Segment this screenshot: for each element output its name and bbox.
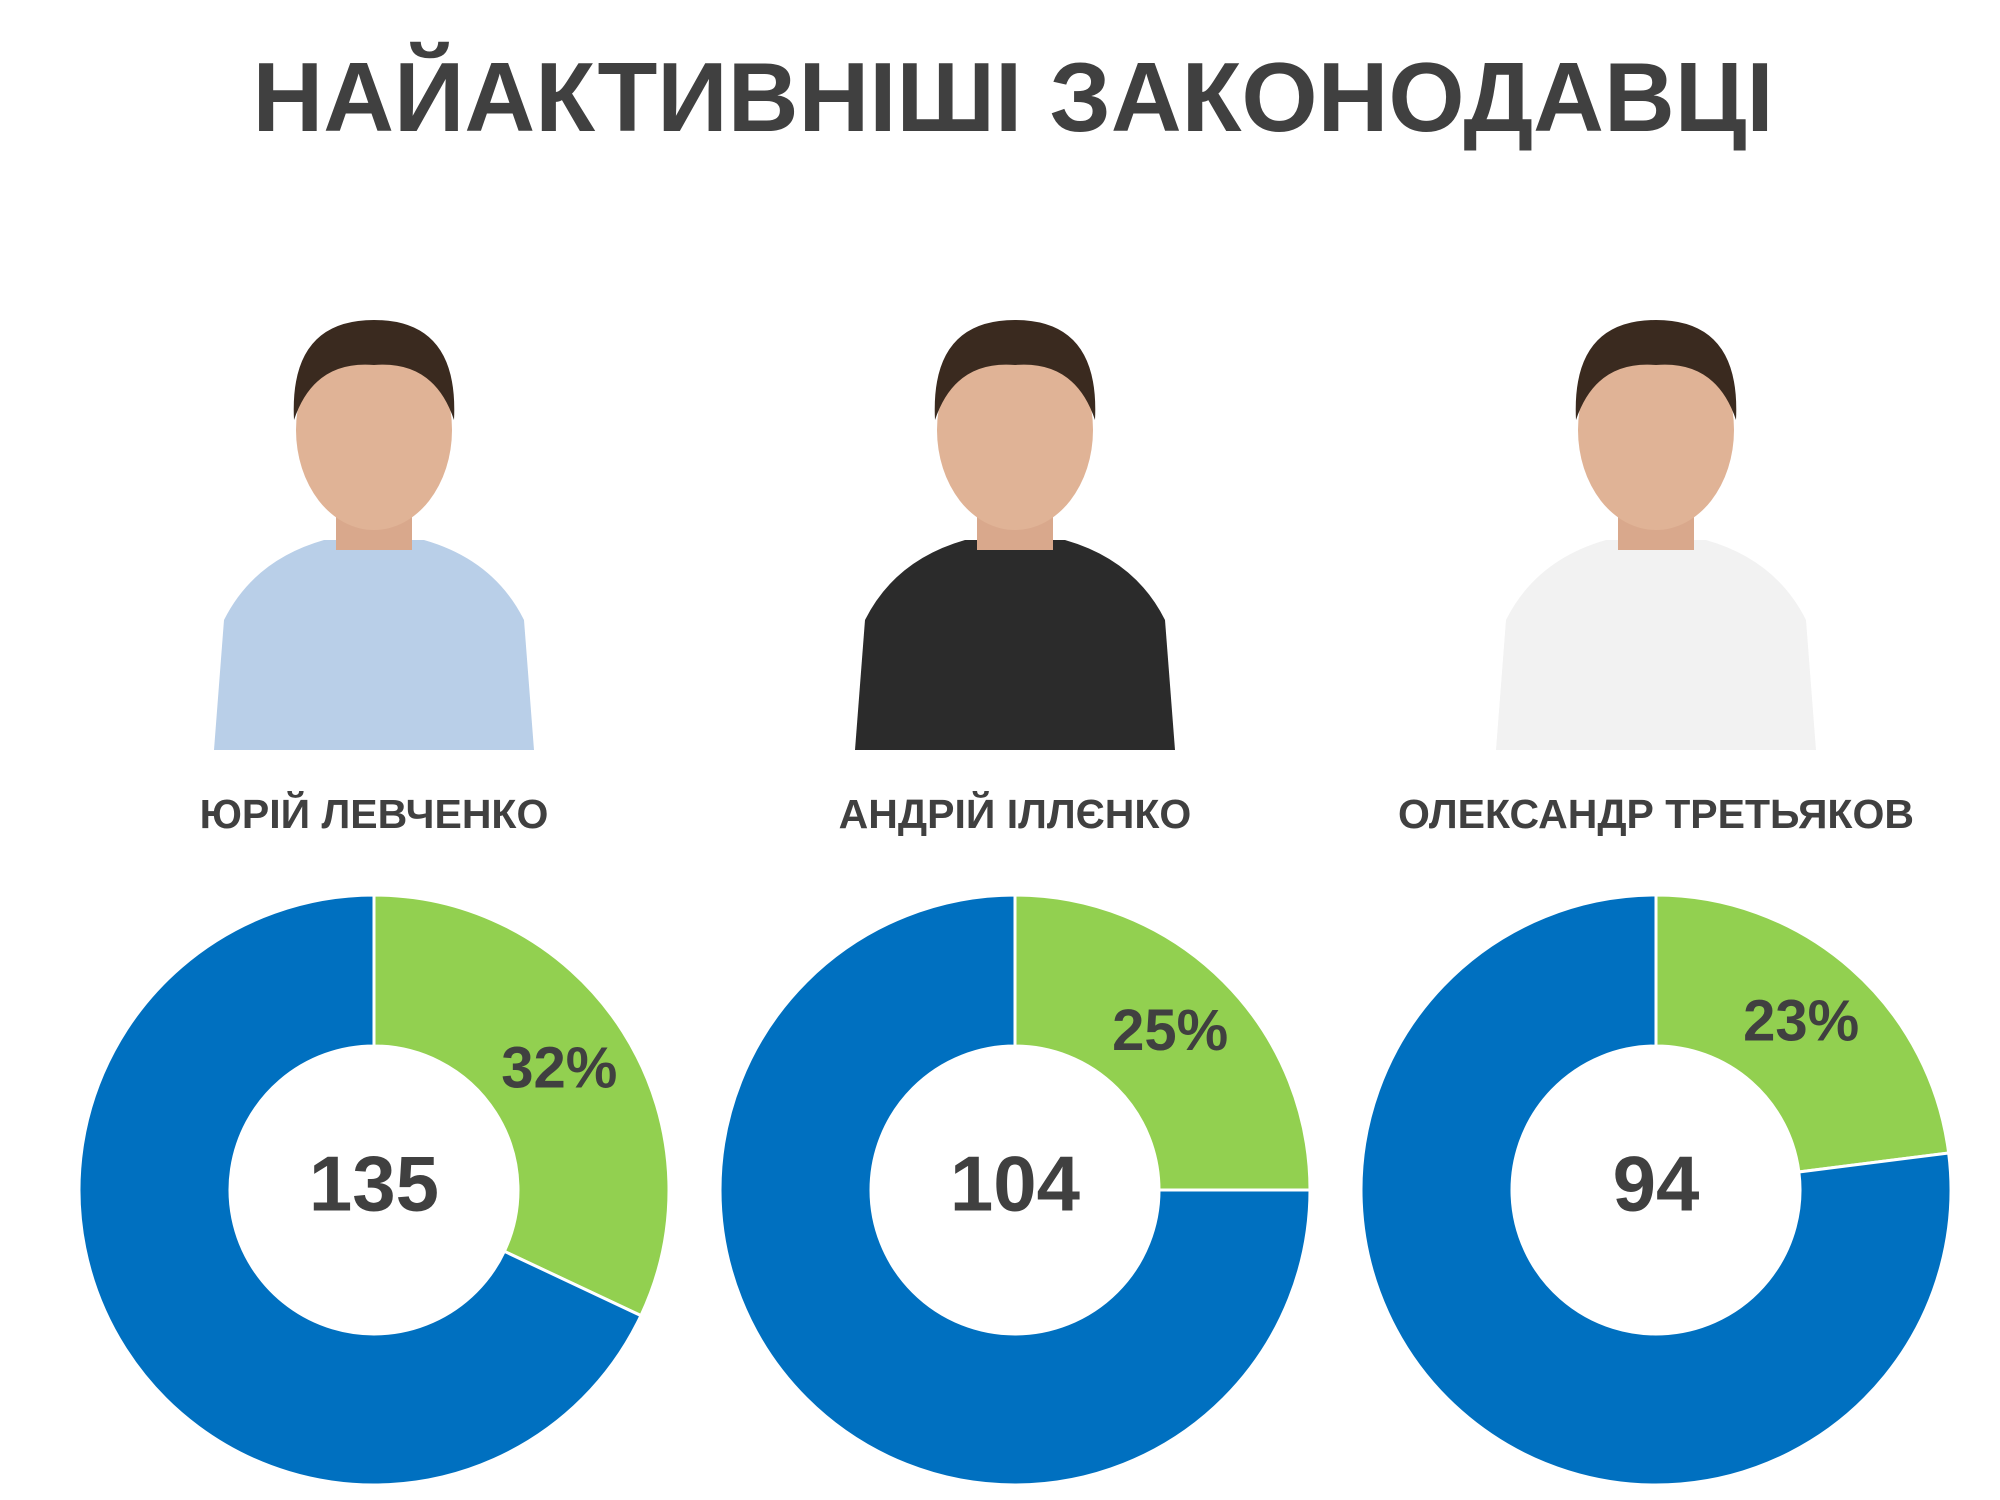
portrait-body [1496,540,1816,750]
value-label: 32% [501,1036,617,1101]
person-name: ОЛЕКСАНДР ТРЕТЬЯКОВ [1398,791,1914,837]
donut-segment [1654,893,1951,1174]
portrait-head [937,330,1093,530]
portrait-hair [934,320,1096,420]
donut-segment [372,893,671,1318]
portrait-body [214,540,534,750]
page-title: НАЙАКТИВНІШІ ЗАКОНОДАВЦІ [252,42,1773,152]
portrait-body [855,540,1175,750]
value-label: 25% [1112,998,1228,1063]
portrait [214,320,534,750]
person-name: АНДРІЙ ІЛЛЄНКО [839,791,1192,837]
portrait-hair [293,320,455,420]
portrait-head [296,330,452,530]
donut-segment [1359,893,1953,1487]
center-label: 104 [950,1140,1080,1228]
value-label: 23% [1743,989,1859,1054]
person-name: ЮРІЙ ЛЕВЧЕНКО [200,791,549,837]
portrait-hair [1575,320,1737,420]
portrait [1496,320,1816,750]
donut-segment [1013,893,1312,1192]
center-label: 94 [1613,1140,1700,1228]
portrait [855,320,1175,750]
center-label: 135 [309,1140,439,1228]
donut-segment [77,893,643,1487]
donut-segment [718,893,1312,1487]
portrait-head [1578,330,1734,530]
